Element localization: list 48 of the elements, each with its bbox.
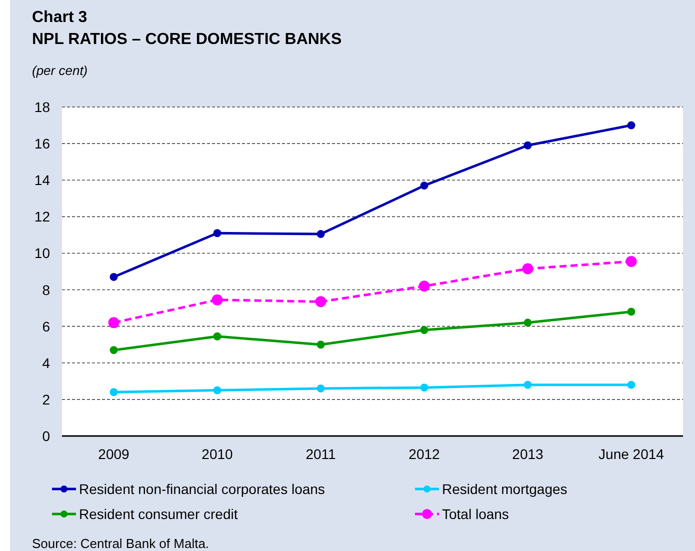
point (110, 272, 118, 281)
point (627, 308, 636, 316)
point (420, 384, 428, 392)
point (626, 256, 637, 267)
point (212, 294, 223, 306)
point (213, 229, 222, 238)
y-tick-label: 16 (34, 136, 50, 152)
point (418, 280, 430, 292)
point (108, 317, 120, 328)
y-tick-label: 18 (34, 99, 50, 115)
y-tick-label: 8 (42, 282, 50, 298)
legend-label: Total loans (442, 506, 509, 522)
point (110, 388, 118, 396)
point (316, 230, 325, 238)
x-tick-label: 2012 (408, 446, 440, 462)
point (524, 141, 532, 150)
y-tick-label: 10 (34, 245, 50, 262)
y-tick-label: 6 (42, 318, 50, 334)
legend-label: Resident mortgages (442, 481, 568, 497)
y-axis-title: (per cent) (32, 63, 88, 78)
x-tick-label: 2009 (98, 446, 130, 462)
chart-subtitle: NPL RATIOS – CORE DOMESTIC BANKS (32, 31, 342, 48)
legend-label: Resident non-financial corporates loans (79, 481, 325, 497)
point (315, 296, 326, 308)
x-tick-label: June 2014 (598, 446, 664, 462)
point (213, 386, 222, 394)
point (316, 340, 325, 349)
point (522, 263, 534, 274)
point (316, 384, 325, 392)
x-tick-label: 2011 (306, 446, 336, 462)
y-tick-label: 12 (34, 208, 50, 225)
point (627, 121, 636, 130)
x-tick-label: 2013 (512, 446, 544, 462)
y-tick-label: 0 (42, 428, 50, 444)
point (420, 182, 428, 190)
source-note: Source: Central Bank of Malta. (32, 536, 210, 551)
x-tick-label: 2010 (202, 446, 234, 462)
point (524, 380, 532, 389)
point (110, 346, 118, 354)
point (213, 332, 222, 340)
chart-title: Chart 3 (32, 9, 88, 26)
y-tick-label: 14 (34, 172, 50, 188)
point (420, 326, 428, 334)
point (627, 380, 636, 389)
point (524, 318, 532, 327)
legend-label: Resident consumer credit (79, 506, 238, 522)
y-tick-label: 4 (42, 354, 50, 371)
y-tick-label: 2 (42, 391, 50, 408)
